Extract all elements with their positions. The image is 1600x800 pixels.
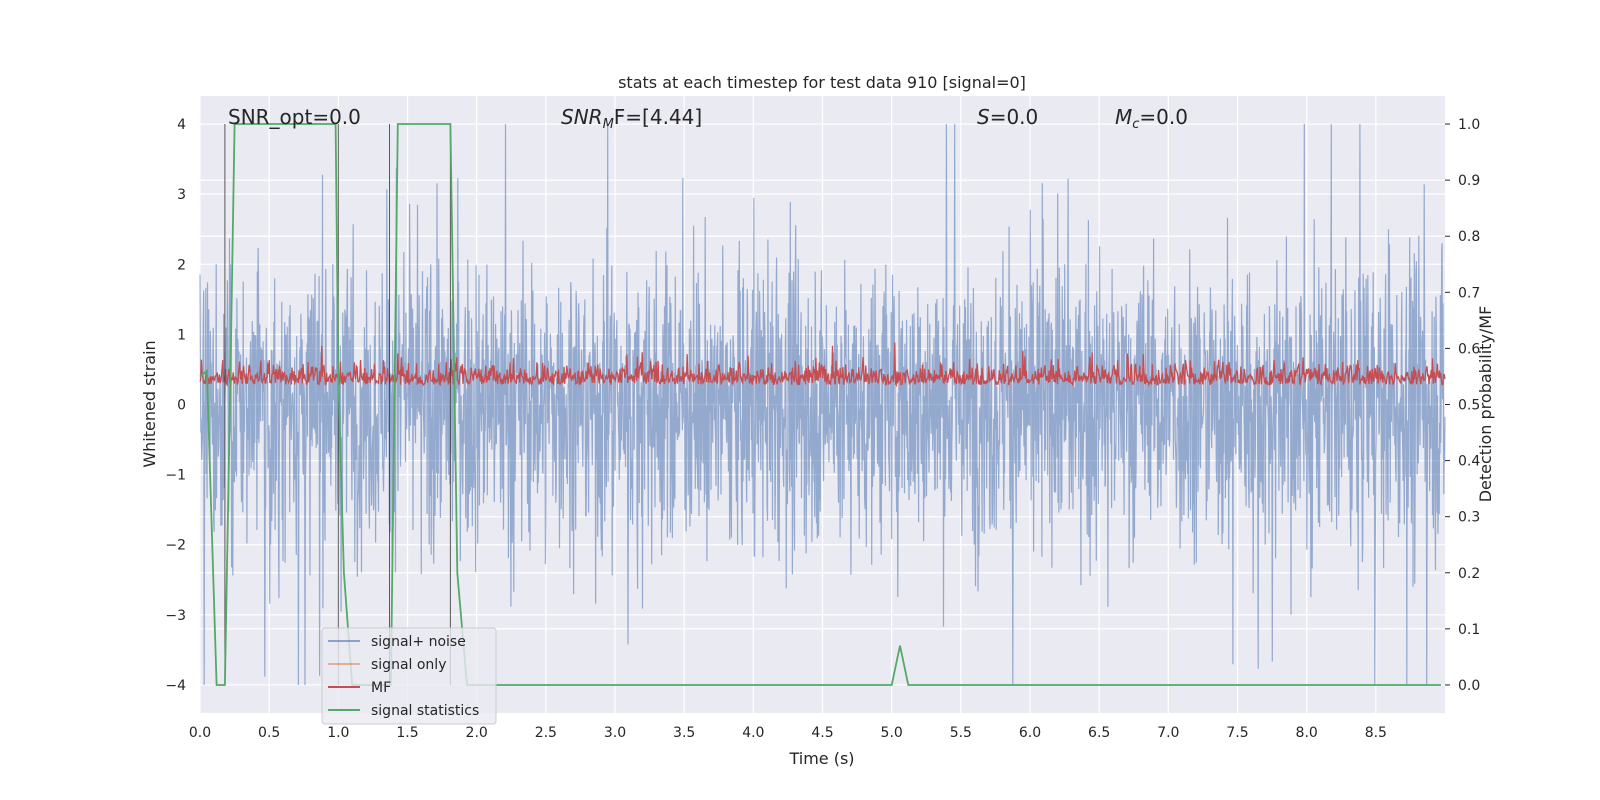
x-tick-label-13: 6.5 bbox=[1088, 725, 1110, 741]
x-tick-label-7: 3.5 bbox=[673, 725, 695, 741]
x-tick-label-8: 4.0 bbox=[742, 725, 764, 741]
y-left-tick-label-0: −4 bbox=[165, 678, 186, 694]
mf-series bbox=[199, 342, 1446, 388]
x-tick-label-5: 2.5 bbox=[535, 725, 557, 741]
y-right-tick-label-7: 0.7 bbox=[1458, 285, 1480, 301]
snr-mf-rest: F=[4.44] bbox=[614, 105, 702, 129]
x-tick-label-4: 2.0 bbox=[466, 725, 488, 741]
x-tick-label-10: 5.0 bbox=[881, 725, 903, 741]
s-annotation: S=0.0 bbox=[977, 105, 1038, 129]
mc-symbol: M bbox=[1115, 105, 1132, 129]
x-tick-label-15: 7.5 bbox=[1226, 725, 1248, 741]
x-tick-label-14: 7.0 bbox=[1157, 725, 1179, 741]
snr-mf-sub: M bbox=[603, 117, 614, 132]
y-right-tick-label-9: 0.9 bbox=[1458, 173, 1480, 189]
y-left-tick-label-8: 4 bbox=[177, 117, 186, 133]
s-value: =0.0 bbox=[990, 105, 1039, 129]
y-right-tick-label-6: 0.6 bbox=[1458, 341, 1480, 357]
y-right-tick-label-3: 0.3 bbox=[1458, 510, 1480, 526]
y-left-tick-label-1: −3 bbox=[165, 608, 186, 624]
x-tick-label-2: 1.0 bbox=[327, 725, 349, 741]
x-tick-label-17: 8.5 bbox=[1365, 725, 1387, 741]
snr-mf-base: SNR bbox=[561, 105, 603, 129]
x-axis-label: Time (s) bbox=[788, 749, 854, 768]
y-right-tick-label-0: 0.0 bbox=[1458, 678, 1480, 694]
legend: signal+ noise signal only MF signal stat… bbox=[321, 627, 497, 725]
y-right-tick-label-1: 0.1 bbox=[1458, 622, 1480, 638]
x-tick-label-6: 3.0 bbox=[604, 725, 626, 741]
x-tick-label-3: 1.5 bbox=[396, 725, 418, 741]
mc-sub: c bbox=[1132, 117, 1139, 132]
y-left-tick-label-6: 2 bbox=[177, 257, 186, 273]
legend-box bbox=[321, 627, 497, 725]
y-left-tick-label-2: −2 bbox=[165, 538, 186, 554]
legend-label-signal-noise: signal+ noise bbox=[371, 634, 466, 650]
y-left-tick-label-7: 3 bbox=[177, 187, 186, 203]
y-right-tick-label-5: 0.5 bbox=[1458, 398, 1480, 414]
y-right-tick-label-2: 0.2 bbox=[1458, 566, 1480, 582]
x-tick-label-0: 0.0 bbox=[189, 725, 211, 741]
y-left-tick-label-5: 1 bbox=[177, 327, 186, 343]
snr-mf-annotation: SNRMF=[4.44] bbox=[561, 105, 702, 132]
mc-annotation: Mc=0.0 bbox=[1115, 105, 1188, 132]
y-right-tick-label-4: 0.4 bbox=[1458, 454, 1480, 470]
y-left-tick-label-3: −1 bbox=[165, 468, 186, 484]
x-tick-label-9: 4.5 bbox=[811, 725, 833, 741]
y-right-tick-label-10: 1.0 bbox=[1458, 117, 1480, 133]
y-left-axis-label: Whitened strain bbox=[140, 340, 159, 467]
signal-noise-line bbox=[199, 123, 1446, 686]
s-symbol: S bbox=[977, 105, 990, 129]
legend-label-signal-only: signal only bbox=[371, 657, 446, 673]
legend-label-signal-statistics: signal statistics bbox=[371, 703, 479, 719]
legend-label-mf: MF bbox=[371, 680, 391, 696]
x-tick-label-11: 5.5 bbox=[950, 725, 972, 741]
y-right-ticks: 0.0 0.1 0.2 0.3 0.4 0.5 0.6 0.7 0.8 0.9 1.0 bbox=[1445, 117, 1480, 694]
mf-line bbox=[199, 342, 1446, 388]
x-tick-label-12: 6.0 bbox=[1019, 725, 1041, 741]
x-ticks: 0.0 0.5 1.0 1.5 2.0 2.5 3.0 3.5 4.0 4.5 5.0 5.5 6.0 6… bbox=[189, 725, 1387, 741]
y-left-tick-label-4: 0 bbox=[177, 398, 186, 414]
x-tick-label-16: 8.0 bbox=[1296, 725, 1318, 741]
x-tick-label-1: 0.5 bbox=[258, 725, 280, 741]
chart-title: stats at each timestep for test data 910… bbox=[618, 73, 1026, 92]
y-left-ticks: −4 −3 −2 −1 0 1 2 3 4 bbox=[165, 117, 186, 694]
y-right-axis-label: Detection probability/MF bbox=[1476, 306, 1495, 503]
snr-opt-annotation: SNR_opt=0.0 bbox=[228, 105, 361, 129]
signal-noise-series bbox=[199, 123, 1446, 686]
mc-value: =0.0 bbox=[1139, 105, 1188, 129]
y-right-tick-label-8: 0.8 bbox=[1458, 229, 1480, 245]
